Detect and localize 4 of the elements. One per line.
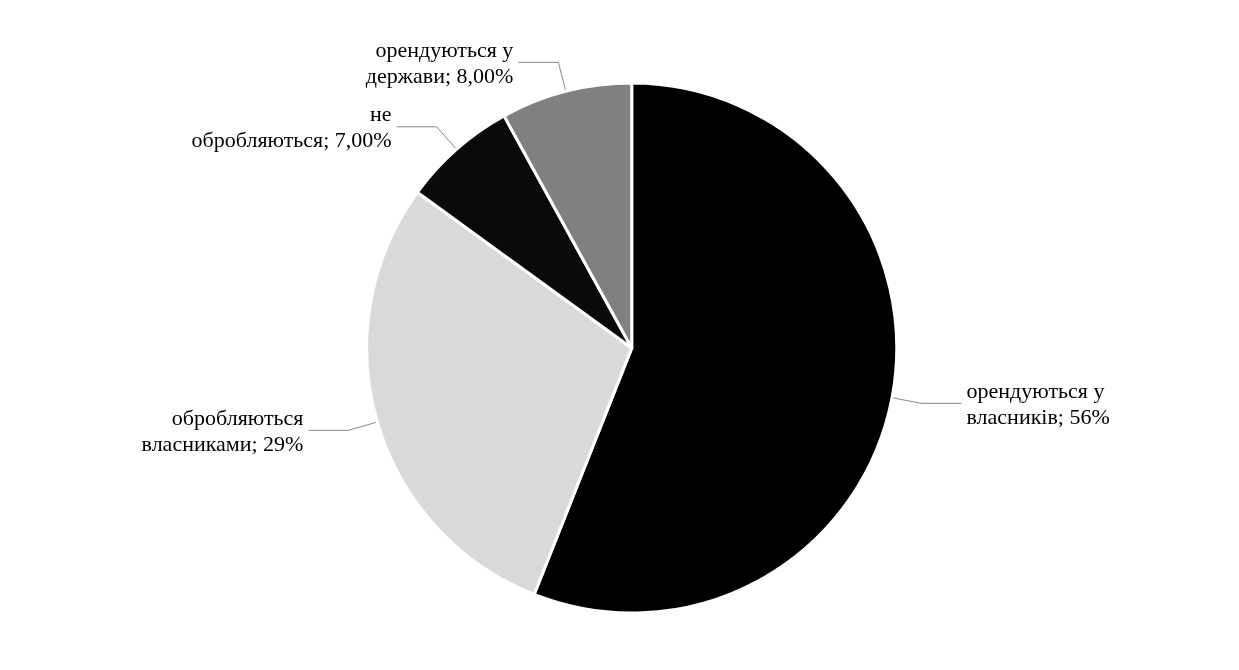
slice-label: орендуються у власників; 56% xyxy=(966,377,1110,429)
slice-label: орендуються у держави; 8,00% xyxy=(365,36,514,88)
slice-label: не обробляються; 7,00% xyxy=(191,101,392,153)
slice-label: обробляються власниками; 29% xyxy=(141,404,304,456)
